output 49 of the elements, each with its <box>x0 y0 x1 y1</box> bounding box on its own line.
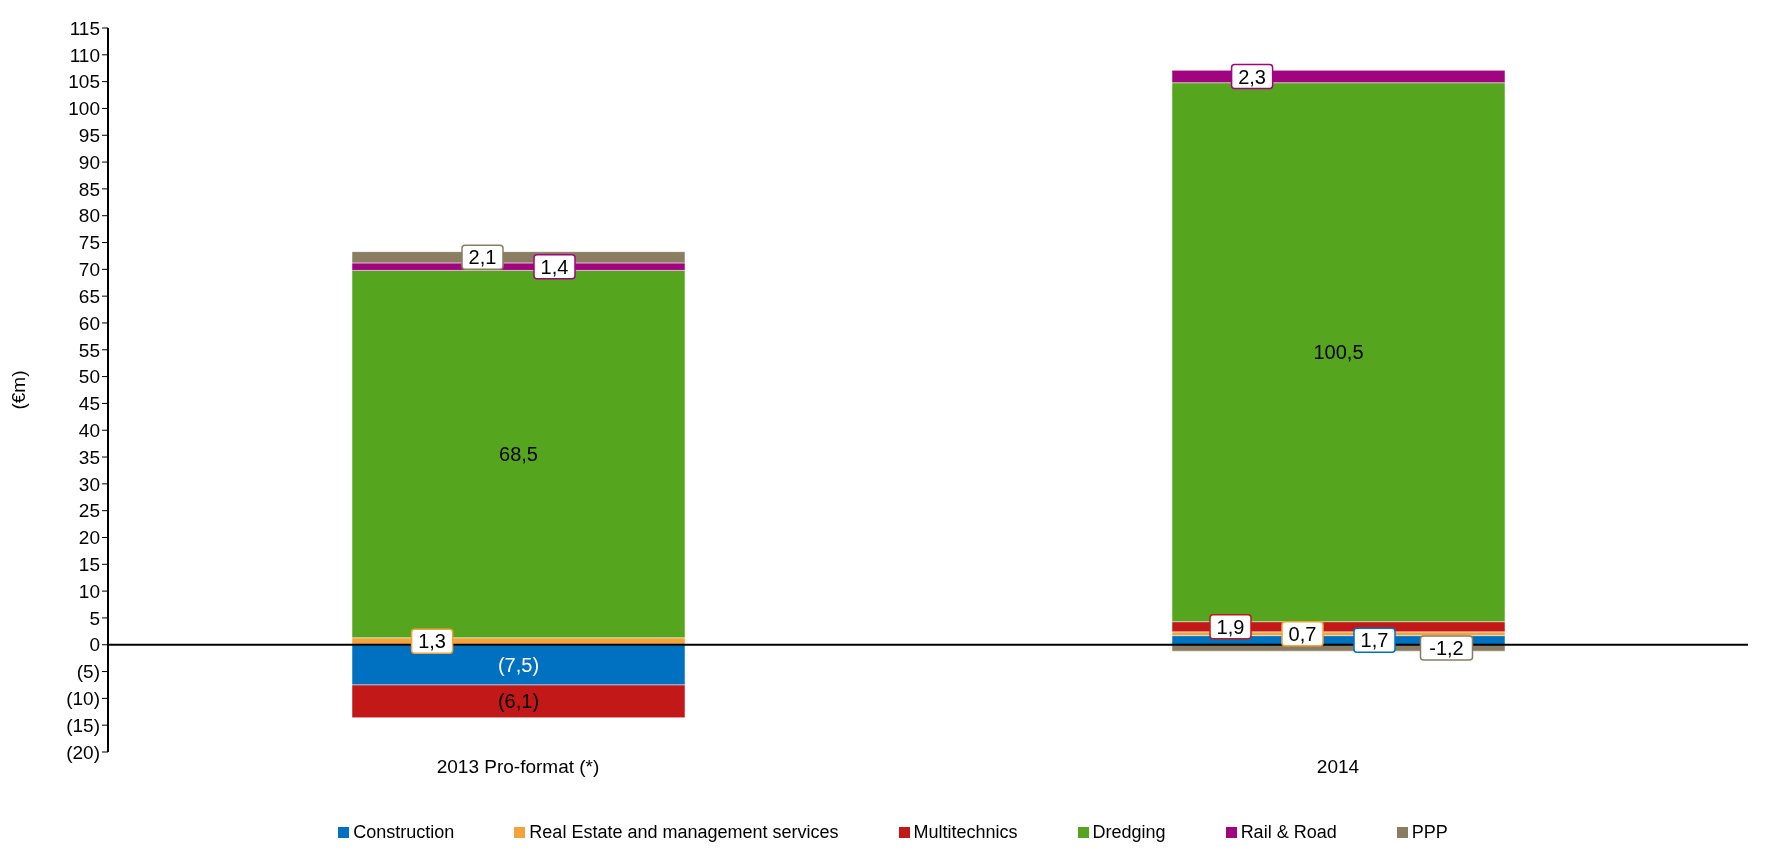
y-tick-label: 95 <box>78 125 100 146</box>
data-label: 1,4 <box>540 255 569 278</box>
y-tick-label: 25 <box>78 500 100 522</box>
data-label: -1,2 <box>1429 636 1464 659</box>
y-axis-title: (€m) <box>7 370 29 410</box>
data-label: 2,1 <box>468 246 497 269</box>
data-label: 2,3 <box>1238 65 1267 88</box>
y-tick-label: 40 <box>78 419 100 441</box>
legend-label: PPP <box>1410 822 1448 843</box>
y-tick-label: 60 <box>78 312 100 334</box>
y-tick-label: 30 <box>78 473 100 495</box>
y-tick-label: 65 <box>78 285 100 307</box>
y-tick-label: 115 <box>69 17 100 39</box>
legend-label: Rail & Road <box>1239 822 1337 843</box>
y-tick-label: 105 <box>68 71 100 93</box>
y-tick-label: 55 <box>78 339 100 361</box>
y-tick-label: (5) <box>76 661 100 683</box>
y-tick-label: 45 <box>78 393 100 415</box>
y-tick-label: 15 <box>78 554 100 576</box>
legend-label: Multitechnics <box>912 822 1018 843</box>
y-tick-label: 110 <box>69 44 100 66</box>
x-tick-label: 2013 Pro-format (*) <box>436 756 600 778</box>
data-label: 68,5 <box>499 443 538 466</box>
y-tick-label: 75 <box>78 232 100 254</box>
y-tick-label: 85 <box>78 178 100 200</box>
y-tick-label: (20) <box>66 741 100 763</box>
data-label: 1,3 <box>418 630 447 653</box>
data-label: 0,7 <box>1288 622 1317 645</box>
x-tick-label: 2014 <box>1316 756 1360 778</box>
legend-label: Real Estate and management services <box>528 822 839 843</box>
y-tick-label: (15) <box>66 714 100 736</box>
y-tick-label: 90 <box>78 151 100 173</box>
y-tick-label: 100 <box>68 98 100 120</box>
data-label: 1,7 <box>1360 629 1389 652</box>
y-tick-label: 20 <box>78 527 100 549</box>
y-tick-label: 70 <box>78 259 100 281</box>
y-tick-label: 0 <box>89 634 100 656</box>
legend-label: Construction <box>352 822 455 843</box>
data-label: (6,1) <box>497 690 540 713</box>
y-tick-label: 80 <box>78 205 100 227</box>
data-label: 100,5 <box>1313 341 1364 364</box>
legend-label: Dredging <box>1091 822 1166 843</box>
y-tick-label: 5 <box>89 607 100 629</box>
y-tick-label: 35 <box>78 446 100 468</box>
y-tick-label: 50 <box>78 366 100 388</box>
data-label: 1,9 <box>1216 615 1245 638</box>
data-label: (7,5) <box>497 653 540 676</box>
y-tick-label: 10 <box>78 580 100 602</box>
y-tick-label: (10) <box>66 688 100 710</box>
